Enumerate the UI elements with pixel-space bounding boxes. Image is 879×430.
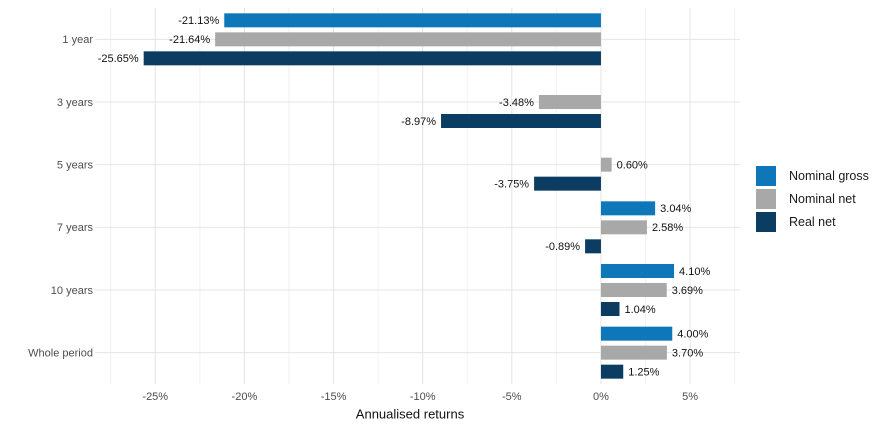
bar-value-label: 3.04% [660,203,691,215]
bar-value-label: 1.25% [628,367,659,379]
legend-label-real-net: Real net [789,215,836,229]
bar-nominal-gross [600,201,656,216]
legend-swatch-real-net [756,212,776,232]
y-category-label: 1 year [62,34,93,46]
bar-value-label: -3.75% [494,179,529,191]
x-tick-label: -20% [232,391,258,403]
y-category-label: 3 years [57,97,94,109]
bar-nominal-gross [224,13,601,28]
bar-value-label: 3.70% [672,348,703,360]
bar-value-label: -3.48% [499,97,534,109]
bar-value-label: 1.04% [624,304,655,316]
bar-value-label: -25.65% [98,53,139,65]
x-axis-title: Annualised returns [356,407,465,422]
bar-real-net [534,176,601,191]
bar-nominal-gross [600,264,675,278]
x-tick-label: -25% [142,391,168,403]
legend-item-nominal-gross: Nominal gross [756,166,869,186]
bar-real-net [441,114,601,128]
bar-value-label: 4.10% [679,266,710,278]
bar-value-label: -0.89% [545,241,580,253]
bar-nominal-net [600,220,647,235]
legend-swatch-nominal-gross [756,166,776,186]
bar-value-label: -21.13% [178,15,219,27]
bar-nominal-net [600,345,667,360]
y-category-label: Whole period [28,348,93,360]
bar-value-label: -8.97% [401,116,436,128]
legend-label-nominal-net: Nominal net [789,192,856,206]
y-category-label: 10 years [51,285,94,297]
bar-real-net [143,51,601,66]
bar-real-net [600,302,620,316]
chart-legend: Nominal gross Nominal net Real net [756,166,869,235]
legend-item-real-net: Real net [756,212,869,232]
bar-nominal-net [600,157,612,172]
legend-swatch-nominal-net [756,189,776,209]
bar-nominal-net [538,95,601,109]
x-tick-label: 5% [682,391,698,403]
x-tick-label: -10% [410,391,436,403]
y-category-label: 5 years [57,160,94,172]
y-category-label: 7 years [57,222,94,234]
bar-real-net [585,239,601,254]
bar-value-label: 3.69% [672,285,703,297]
legend-item-nominal-net: Nominal net [756,189,869,209]
bar-value-label: 4.00% [677,329,708,341]
x-tick-label: 0% [593,391,609,403]
x-tick-label: -15% [321,391,347,403]
bar-value-label: 0.60% [617,160,648,172]
legend-label-nominal-gross: Nominal gross [789,169,869,183]
x-tick-label: -5% [502,391,522,403]
bar-real-net [600,364,624,379]
bar-value-label: 2.58% [652,222,683,234]
bar-nominal-net [215,32,601,47]
bar-nominal-net [600,283,667,297]
bar-value-label: -21.64% [169,34,210,46]
bar-nominal-gross [600,326,673,341]
